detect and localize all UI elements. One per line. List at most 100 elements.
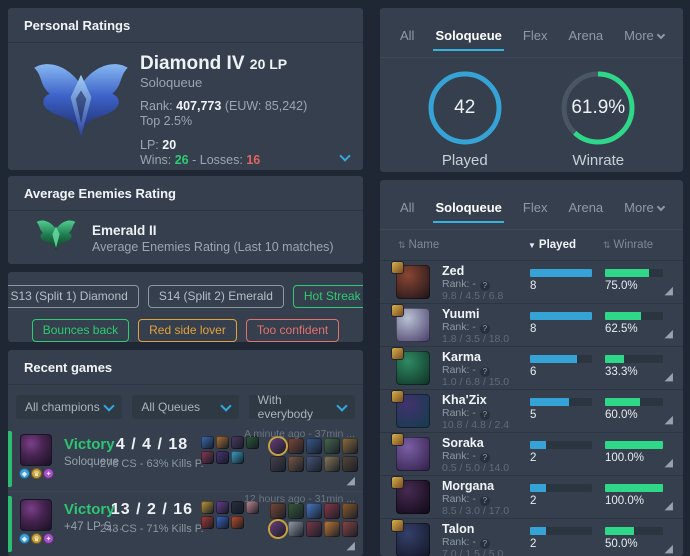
game-stats: 276 CS - 63% Kills P. <box>100 458 204 470</box>
participant-portrait[interactable] <box>306 456 322 472</box>
participant-portrait[interactable] <box>270 503 286 519</box>
participant-portrait[interactable] <box>306 438 322 454</box>
chart-icon[interactable]: ◢ <box>346 540 355 552</box>
filter-all-champions[interactable]: All champions <box>16 395 123 419</box>
participant-portrait[interactable] <box>306 521 322 537</box>
help-icon[interactable]: ? <box>479 453 490 463</box>
enemies-subtitle: Average Enemies Rating (Last 10 matches) <box>92 239 334 254</box>
participant-portrait[interactable] <box>306 503 322 519</box>
tag-hot-streak[interactable]: Hot Streak <box>292 285 363 308</box>
tag-s14-split-2-emerald[interactable]: S14 (Split 2) Emerald <box>147 285 284 308</box>
participant-portrait[interactable] <box>342 503 358 519</box>
help-icon[interactable]: ? <box>479 367 490 377</box>
champion-row[interactable]: Kha'Zix Rank: -? 10.8 / 4.8 / 2.4 5 60.0… <box>380 389 683 432</box>
winrate-label: Winrate <box>572 152 625 169</box>
tab-all[interactable]: All <box>400 27 415 43</box>
game-timestamp: A minute ago - 37min ... <box>244 428 355 440</box>
participant-portrait[interactable] <box>270 456 286 472</box>
champion-row[interactable]: Morgana Rank: -? 8.5 / 3.0 / 17.0 2 100.… <box>380 475 683 518</box>
chart-icon[interactable]: ◢ <box>664 414 673 426</box>
victory-indicator-bar <box>8 496 12 552</box>
winrate-cell: 75.0% <box>605 269 663 292</box>
tag-too-confident[interactable]: Too confident <box>245 319 340 342</box>
champion-row[interactable]: Talon Rank: -? 7.0 / 1.5 / 5.0 2 50.0% ◢ <box>380 518 683 556</box>
game-result: Victory <box>64 501 115 518</box>
mastery-badge-icon: ♛ <box>31 468 42 479</box>
divider <box>8 384 363 385</box>
played-bar-track <box>530 312 592 320</box>
champion-kda: 9.8 / 4.5 / 6.8 <box>442 290 504 302</box>
game-badges: ◆ ♛ ✦ <box>19 533 54 544</box>
winrate-value: 75.0% <box>605 280 638 292</box>
item-icon <box>246 501 259 514</box>
played-cell: 6 <box>530 355 592 378</box>
help-icon[interactable]: ? <box>479 496 490 506</box>
chart-icon[interactable]: ◢ <box>346 475 355 487</box>
winrate-cell: 100.0% <box>605 484 663 507</box>
participant-portrait[interactable] <box>288 456 304 472</box>
item-icons <box>201 436 263 464</box>
participant-portrait[interactable] <box>342 438 358 454</box>
participant-portrait[interactable] <box>288 521 304 537</box>
filter-all-queues[interactable]: All Queues <box>132 395 239 419</box>
participant-portrait[interactable] <box>342 456 358 472</box>
tab-more[interactable]: More <box>624 28 666 43</box>
game-row[interactable]: ◆ ♛ ✦ Victory Soloqueue 4 / 4 / 18 276 C… <box>8 427 363 491</box>
tab-flex[interactable]: Flex <box>522 27 548 43</box>
participant-portrait[interactable] <box>324 456 340 472</box>
winrate-bar-track <box>605 312 663 320</box>
participant-portrait[interactable] <box>324 503 340 519</box>
self-champion-portrait[interactable] <box>270 521 286 537</box>
chart-icon[interactable]: ◢ <box>664 285 673 297</box>
tag-red-side-lover[interactable]: Red side lover <box>138 319 237 342</box>
participant-portrait[interactable] <box>324 438 340 454</box>
column-winrate[interactable]: ⇅ Winrate <box>603 239 654 251</box>
item-icon <box>216 501 229 514</box>
champion-kda: 10.8 / 4.8 / 2.4 <box>442 419 510 431</box>
winrate-bar-track <box>605 355 663 363</box>
tab-more[interactable]: More <box>624 200 666 215</box>
chevron-down-icon <box>336 399 348 412</box>
chart-icon[interactable]: ◢ <box>664 457 673 469</box>
column-name[interactable]: ⇅ Name <box>398 239 440 251</box>
champion-row[interactable]: Zed Rank: -? 9.8 / 4.5 / 6.8 8 75.0% ◢ <box>380 260 683 303</box>
help-icon[interactable]: ? <box>479 281 490 291</box>
participant-portrait[interactable] <box>342 521 358 537</box>
tab-soloqueue[interactable]: Soloqueue <box>433 27 505 51</box>
champion-row[interactable]: Yuumi Rank: -? 1.8 / 3.5 / 18.0 8 62.5% … <box>380 303 683 346</box>
tab-all[interactable]: All <box>400 199 415 215</box>
tab-flex[interactable]: Flex <box>522 199 548 215</box>
champion-kda: 1.8 / 3.5 / 18.0 <box>442 333 510 345</box>
participants <box>270 438 358 474</box>
champion-rank: Rank: -? <box>442 321 490 334</box>
winrate-bar-track <box>605 484 663 492</box>
played-cell: 2 <box>530 441 592 464</box>
participant-portrait[interactable] <box>324 521 340 537</box>
chart-icon[interactable]: ◢ <box>664 500 673 512</box>
participant-portrait[interactable] <box>288 503 304 519</box>
played-bar <box>530 269 592 277</box>
tab-soloqueue[interactable]: Soloqueue <box>433 199 505 223</box>
chart-icon[interactable]: ◢ <box>664 371 673 383</box>
chart-icon[interactable]: ◢ <box>664 328 673 340</box>
help-icon[interactable]: ? <box>479 410 490 420</box>
tag-bounces-back[interactable]: Bounces back <box>31 319 130 342</box>
tab-arena[interactable]: Arena <box>568 27 604 43</box>
tag-s13-split-1-diamond[interactable]: S13 (Split 1) Diamond <box>8 285 139 308</box>
column-played[interactable]: ▼ Played <box>528 239 576 251</box>
participant-portrait[interactable] <box>288 438 304 454</box>
chart-icon[interactable]: ◢ <box>664 543 673 555</box>
game-row[interactable]: ◆ ♛ ✦ Victory +47 LP Soloq... 13 / 2 / 1… <box>8 491 363 556</box>
divider <box>8 210 363 211</box>
tab-arena[interactable]: Arena <box>568 199 604 215</box>
played-value: 5 <box>530 409 537 421</box>
help-icon[interactable]: ? <box>479 539 490 549</box>
winrate-cell: 60.0% <box>605 398 663 421</box>
chevron-down-icon <box>103 399 115 412</box>
champion-rank: Rank: -? <box>442 407 490 420</box>
champion-row[interactable]: Soraka Rank: -? 0.5 / 5.0 / 14.0 2 100.0… <box>380 432 683 475</box>
filter-with-everybody[interactable]: With everybody <box>248 393 355 421</box>
self-champion-portrait[interactable] <box>270 438 286 454</box>
champion-row[interactable]: Karma Rank: -? 1.0 / 6.8 / 15.0 6 33.3% … <box>380 346 683 389</box>
help-icon[interactable]: ? <box>479 324 490 334</box>
